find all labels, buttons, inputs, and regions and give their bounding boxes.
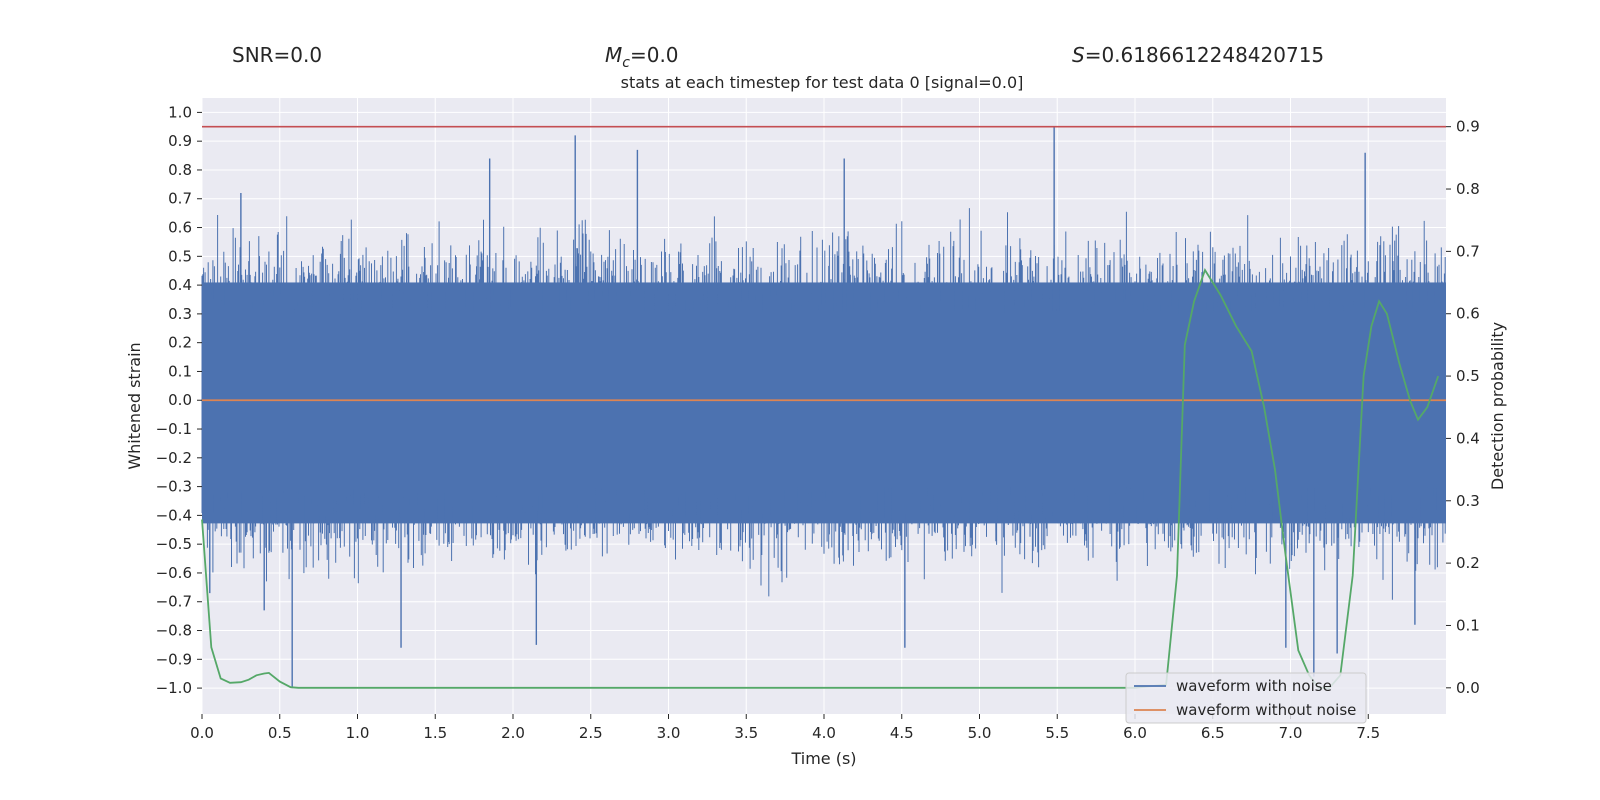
x-tick-label: 3.5: [734, 724, 758, 742]
x-tick-label: 1.5: [423, 724, 447, 742]
waveform-with-noise-series: [201, 126, 1446, 689]
y-tick-label: 0.1: [168, 362, 192, 380]
y-tick-label: −0.7: [156, 593, 192, 611]
y-tick-label: 0.0: [168, 391, 192, 409]
legend: waveform with noise waveform without noi…: [1125, 672, 1367, 724]
y2-tick-label: 0.3: [1456, 492, 1480, 510]
y-tick-label: −0.2: [156, 449, 192, 467]
y-tick-label: 1.0: [168, 103, 192, 121]
noise-strokes: [201, 208, 1446, 600]
x-tick-label: 0.0: [190, 724, 214, 742]
y-axis-label: Whitened strain: [125, 342, 144, 469]
x-tick-label: 7.0: [1279, 724, 1303, 742]
x-tick-label: 3.0: [657, 724, 681, 742]
y-axis-ticks: 1.0 0.9 0.8 0.7 0.6 0.5 0.4 0.3 0.2 0.1 0.0 −0.1 −0.…: [156, 103, 202, 697]
y-tick-label: −0.8: [156, 622, 192, 640]
legend-label-clean: waveform without noise: [1176, 701, 1356, 719]
x-axis-label: Time (s): [790, 749, 856, 768]
y-tick-label: −0.1: [156, 420, 192, 438]
mc-symbol: M: [605, 43, 622, 67]
y-tick-label: 0.2: [168, 334, 192, 352]
y2-tick-label: 0.8: [1456, 180, 1480, 198]
x-tick-label: 0.5: [268, 724, 292, 742]
y2-tick-label: 0.4: [1456, 429, 1480, 447]
chart-title: stats at each timestep for test data 0 […: [621, 73, 1024, 92]
x-tick-label: 4.0: [812, 724, 836, 742]
x-tick-label: 5.5: [1045, 724, 1069, 742]
y2-tick-label: 0.2: [1456, 554, 1480, 572]
series-lines: [201, 125, 1446, 689]
y-tick-label: −1.0: [156, 679, 192, 697]
y-tick-label: 0.3: [168, 305, 192, 323]
x-tick-label: 5.0: [968, 724, 992, 742]
x-tick-label: 1.0: [346, 724, 370, 742]
legend-box: [1125, 672, 1367, 724]
y-tick-label: −0.9: [156, 650, 192, 668]
y-tick-label: −0.5: [156, 535, 192, 553]
x-tick-label: 2.0: [501, 724, 525, 742]
y2-tick-label: 0.7: [1456, 242, 1480, 260]
y-tick-label: 0.7: [168, 190, 192, 208]
s-statistic-label: S=0.6186612248420715: [1072, 43, 1324, 67]
detection-probability-line: [201, 268, 1440, 689]
x-tick-label: 6.0: [1123, 724, 1147, 742]
chirp-mass-label: Mc=0.0: [605, 43, 679, 71]
y-tick-label: 0.5: [168, 247, 192, 265]
y2-tick-label: 0.6: [1456, 305, 1480, 323]
x-tick-label: 7.5: [1356, 724, 1380, 742]
y2-tick-label: 0.9: [1456, 118, 1480, 136]
mc-value: =0.0: [630, 43, 679, 67]
y-tick-label: −0.3: [156, 478, 192, 496]
y-tick-label: 0.9: [168, 132, 192, 150]
x-tick-label: 4.5: [890, 724, 914, 742]
y-tick-label: 0.8: [168, 161, 192, 179]
snr-label: SNR=0.0: [232, 43, 322, 67]
y2-axis-ticks: 0.9 0.8 0.7 0.6 0.5 0.4 0.3 0.2 0.1 0.0: [1446, 118, 1480, 697]
x-tick-label: 2.5: [579, 724, 603, 742]
x-tick-label: 6.5: [1201, 724, 1225, 742]
y2-tick-label: 0.0: [1456, 679, 1480, 697]
y2-axis-label: Detection probability: [1488, 322, 1507, 490]
legend-label-noise: waveform with noise: [1176, 677, 1332, 695]
y-tick-label: −0.4: [156, 506, 192, 524]
y2-tick-label: 0.1: [1456, 616, 1480, 634]
x-axis-ticks: 0.0 0.5 1.0 1.5 2.0 2.5 3.0 3.5 4.0 4.5 5.0 5.5 6.0 6…: [190, 714, 1380, 742]
s-value: =0.6186612248420715: [1085, 43, 1324, 67]
y-tick-label: 0.4: [168, 276, 192, 294]
y2-tick-label: 0.5: [1456, 367, 1480, 385]
s-symbol: S: [1072, 43, 1085, 67]
y-tick-label: −0.6: [156, 564, 192, 582]
mc-subscript: c: [622, 55, 630, 71]
y-tick-label: 0.6: [168, 219, 192, 237]
